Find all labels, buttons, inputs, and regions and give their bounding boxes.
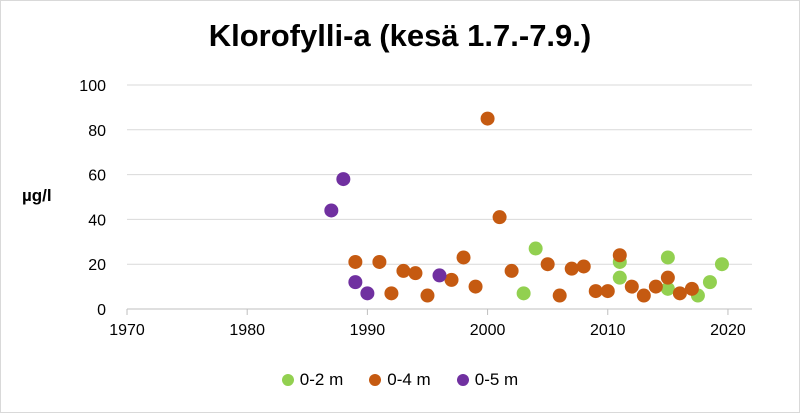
data-point (516, 286, 531, 301)
data-point (612, 248, 627, 263)
data-point (492, 210, 507, 225)
x-tick-label: 1980 (229, 322, 265, 339)
y-tick-label: 60 (88, 168, 106, 185)
data-point (480, 111, 495, 126)
data-point (432, 268, 447, 283)
data-point (372, 254, 387, 269)
legend: 0-2 m 0-4 m 0-5 m (0, 370, 800, 390)
gridlines (127, 84, 752, 265)
data-point (612, 270, 627, 285)
legend-label: 0-4 m (387, 370, 431, 389)
legend-marker-icon (281, 374, 294, 386)
axes (126, 308, 752, 315)
x-tick-label: 2020 (710, 322, 746, 339)
data-point (636, 288, 651, 303)
legend-marker-icon (369, 374, 382, 386)
data-point (540, 257, 555, 272)
data-point (660, 250, 675, 265)
x-tick-label: 2010 (590, 322, 626, 339)
y-tick-label: 0 (97, 302, 106, 319)
data-point (660, 281, 675, 296)
legend-label: 0-5 m (474, 370, 519, 389)
data-point (456, 250, 471, 265)
chart-title: Klorofylli-a (kesä 1.7.-7.9.) (208, 18, 592, 53)
data-point (564, 261, 579, 276)
data-point (660, 270, 675, 285)
data-point (468, 279, 483, 294)
data-point (444, 272, 459, 287)
data-point (384, 286, 399, 301)
data-point (504, 263, 519, 278)
legend-item-0-4m: 0-4 m (369, 370, 431, 390)
data-point (702, 275, 717, 290)
legend-marker-icon (456, 374, 469, 386)
data-point (672, 286, 687, 301)
x-tick-label: 1990 (350, 322, 386, 339)
data-point (552, 288, 567, 303)
data-point (348, 275, 363, 290)
y-tick-label: 80 (88, 123, 106, 140)
y-axis-label: µg/l (22, 186, 52, 205)
data-point (408, 266, 423, 281)
x-tick-label: 2000 (470, 322, 506, 339)
data-point (336, 172, 351, 187)
data-point (600, 284, 615, 299)
y-tick-label: 100 (79, 78, 106, 95)
data-point (624, 279, 639, 294)
data-point (324, 203, 339, 218)
data-point (588, 284, 603, 299)
y-tick-label: 20 (88, 257, 106, 274)
y-tick-labels: 0 20 40 60 80 100 (79, 78, 106, 319)
x-tick-label: 1970 (109, 322, 145, 339)
data-point (360, 286, 375, 301)
x-tick-labels: 1970 1980 1990 2000 2010 2020 (109, 322, 746, 339)
data-point (684, 281, 699, 296)
data-point (396, 263, 411, 278)
legend-label: 0-2 m (299, 370, 344, 389)
y-tick-label: 40 (88, 212, 106, 229)
data-point (648, 279, 663, 294)
data-point (348, 254, 363, 269)
data-point (714, 257, 729, 272)
data-point (420, 288, 435, 303)
data-point (576, 259, 591, 274)
legend-item-0-5m: 0-5 m (456, 370, 519, 390)
data-points (324, 111, 729, 303)
legend-item-0-2m: 0-2 m (281, 370, 344, 390)
data-point (528, 241, 543, 256)
